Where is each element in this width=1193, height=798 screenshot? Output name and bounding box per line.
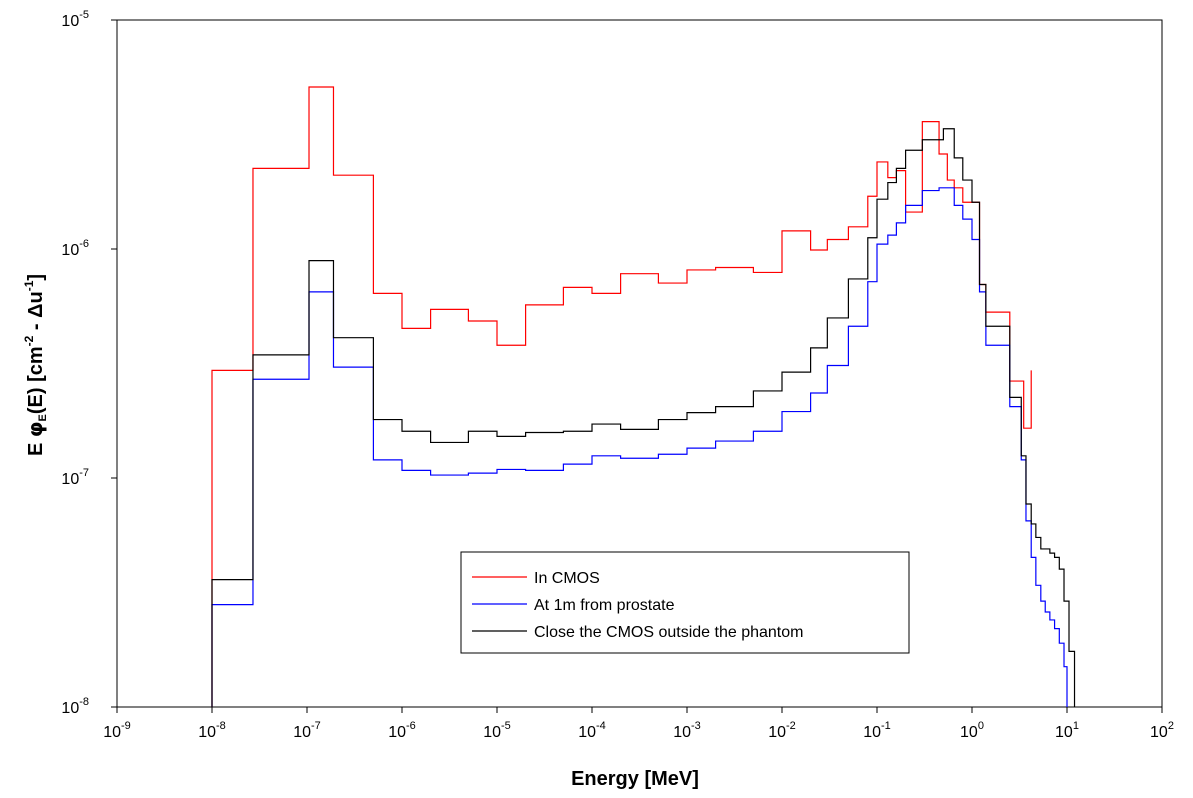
x-tick-label: 101 bbox=[1055, 720, 1079, 741]
y-axis: 10-8 10-7 10-6 10-5 bbox=[61, 9, 117, 717]
x-tick-label: 10-1 bbox=[863, 720, 891, 741]
x-tick-label: 102 bbox=[1150, 720, 1174, 741]
y-axis-title: E φE(E) [cm-2 - Δu-1] bbox=[22, 274, 49, 456]
x-tick-label: 10-9 bbox=[103, 720, 131, 741]
y-tick-label: 10-6 bbox=[61, 238, 89, 259]
legend-label-at-1m-from-prostate: At 1m from prostate bbox=[534, 597, 675, 614]
x-tick-label: 10-7 bbox=[293, 720, 321, 741]
x-tick-label: 10-3 bbox=[673, 720, 701, 741]
x-tick-label: 10-4 bbox=[578, 720, 606, 741]
x-tick-label: 10-2 bbox=[768, 720, 796, 741]
x-tick-label: 10-6 bbox=[388, 720, 416, 741]
legend-label-in-cmos: In CMOS bbox=[534, 570, 600, 587]
legend-label-close-the-cmos: Close the CMOS outside the phantom bbox=[534, 624, 803, 641]
y-tick-label: 10-8 bbox=[61, 696, 89, 717]
legend: In CMOS At 1m from prostate Close the CM… bbox=[461, 552, 909, 653]
x-tick-label: 100 bbox=[960, 720, 984, 741]
y-tick-label: 10-7 bbox=[61, 467, 89, 488]
x-axis: 10-9 10-8 10-7 10-6 10-5 10-4 10-3 10-2 10-1 100 1… bbox=[103, 707, 1174, 741]
x-tick-label: 10-5 bbox=[483, 720, 511, 741]
x-tick-label: 10-8 bbox=[198, 720, 226, 741]
x-axis-title: Energy [MeV] bbox=[571, 768, 699, 790]
y-tick-label: 10-5 bbox=[61, 9, 89, 30]
